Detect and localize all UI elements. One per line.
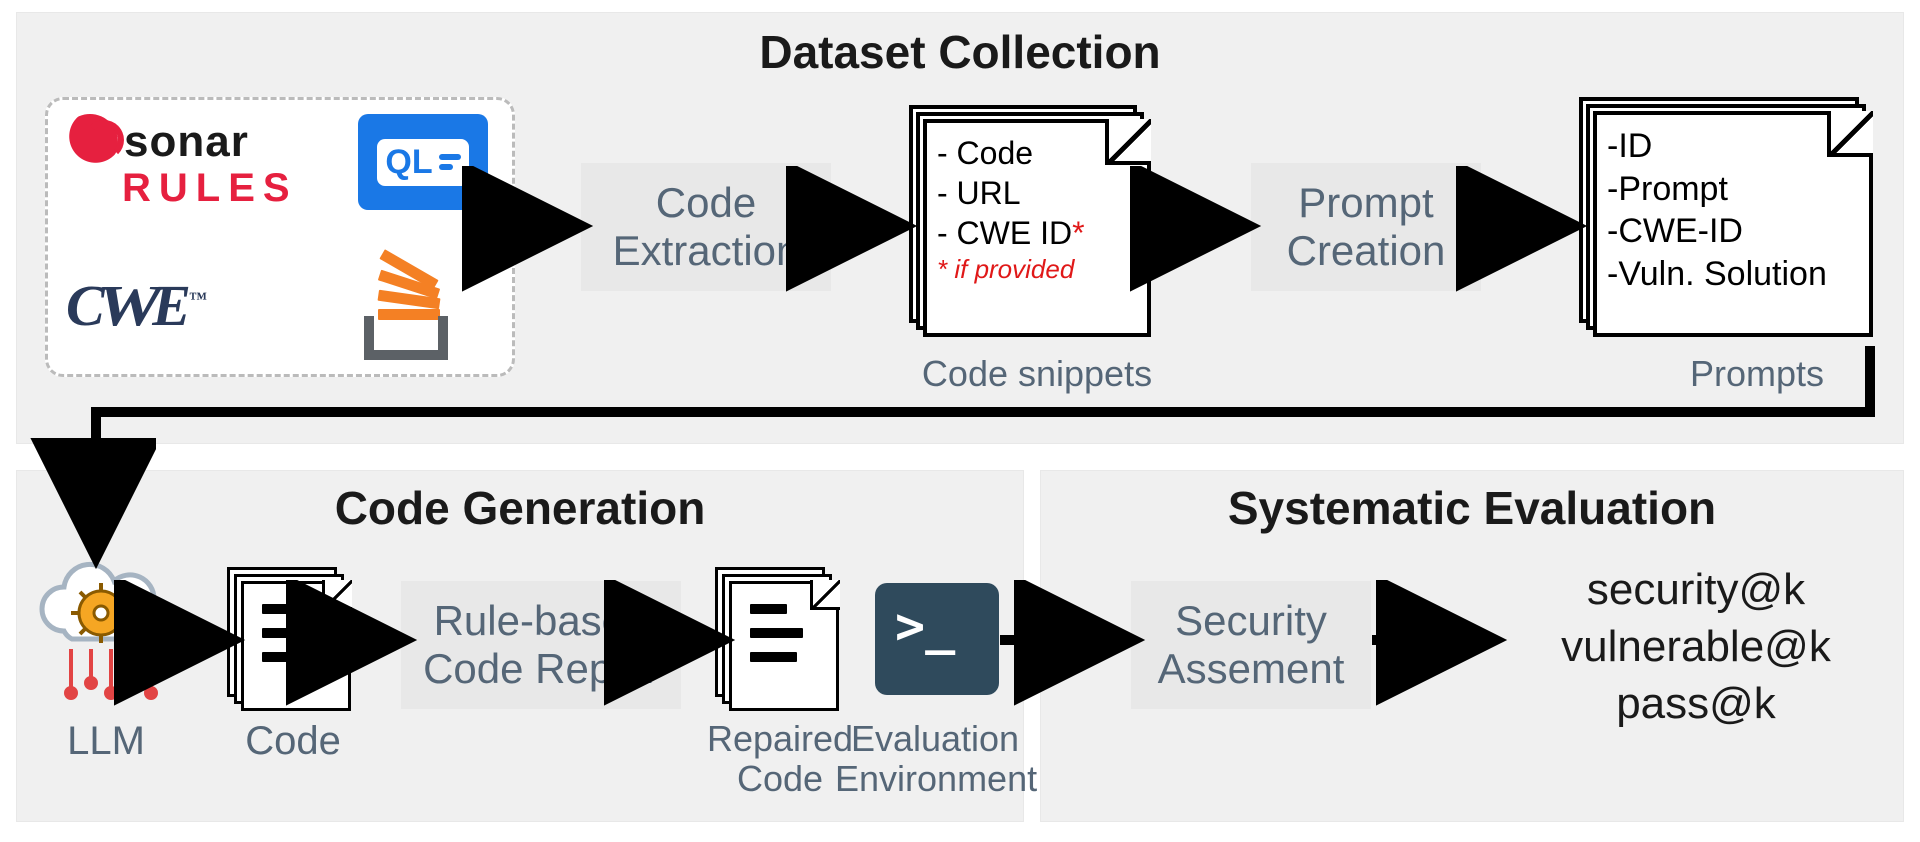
prompt-line3: -CWE-ID <box>1607 210 1859 253</box>
snip-line2: - URL <box>937 173 1137 213</box>
prompt-line2: -Prompt <box>1607 168 1859 211</box>
prompts-doc: -ID -Prompt -CWE-ID -Vuln. Solution <box>1593 111 1873 337</box>
sonar-rules-label: RULES <box>122 166 298 211</box>
process-code-extraction: Code Extraction <box>581 163 831 291</box>
sonar-logo: sonar <box>62 114 249 170</box>
prompts-caption: Prompts <box>1657 353 1857 395</box>
prompts-content: -ID -Prompt -CWE-ID -Vuln. Solution <box>1607 125 1859 295</box>
metric-vulnerable-at-k: vulnerable@k <box>1511 618 1881 675</box>
llm-caption: LLM <box>51 719 161 764</box>
ql-text: QL <box>385 143 432 182</box>
repaired-code-doc <box>729 581 839 711</box>
snip-footnote: * if provided <box>937 253 1137 286</box>
terminal-icon <box>875 583 999 695</box>
code-snippets-content: - Code - URL - CWE ID* * if provided <box>937 133 1137 286</box>
stackoverflow-icon <box>364 248 468 360</box>
sonar-word: sonar <box>124 117 249 167</box>
section-code-generation: Code Generation LLM <box>16 470 1024 822</box>
metric-pass-at-k: pass@k <box>1511 675 1881 732</box>
code-caption: Code <box>223 719 363 764</box>
title-dataset-collection: Dataset Collection <box>17 25 1903 79</box>
prompt-line4: -Vuln. Solution <box>1607 253 1859 296</box>
metric-security-at-k: security@k <box>1511 561 1881 618</box>
code-snippets-doc: - Code - URL - CWE ID* * if provided <box>923 119 1151 337</box>
section-systematic-evaluation: Systematic Evaluation Security Assement … <box>1040 470 1904 822</box>
eval-env-caption: Evaluation Environment <box>835 719 1035 798</box>
ql-logo: QL <box>358 114 488 210</box>
metrics-list: security@k vulnerable@k pass@k <box>1511 561 1881 733</box>
snip-line3-star: * <box>1072 215 1084 251</box>
snip-line3-prefix: - CWE ID <box>937 215 1072 251</box>
code-snippets-caption: Code snippets <box>897 353 1177 395</box>
process-security-assessment: Security Assement <box>1131 581 1371 709</box>
sonar-swirl-icon <box>62 114 118 170</box>
process-prompt-creation: Prompt Creation <box>1251 163 1481 291</box>
title-syseval: Systematic Evaluation <box>1041 481 1903 535</box>
code-doc <box>241 581 351 711</box>
cwe-logo: CWE™ <box>66 272 205 339</box>
source-logos-container: sonar RULES QL CWE™ <box>45 97 515 377</box>
prompt-line1: -ID <box>1607 125 1859 168</box>
cwe-tm: ™ <box>189 289 205 309</box>
title-code-generation: Code Generation <box>17 481 1023 535</box>
process-rule-repair: Rule-based Code Repair <box>401 581 681 709</box>
snip-line1: - Code <box>937 133 1137 173</box>
llm-icon <box>39 561 179 711</box>
ql-lines-icon <box>439 154 461 170</box>
section-dataset-collection: Dataset Collection sonar RULES QL CWE™ <box>16 12 1904 444</box>
